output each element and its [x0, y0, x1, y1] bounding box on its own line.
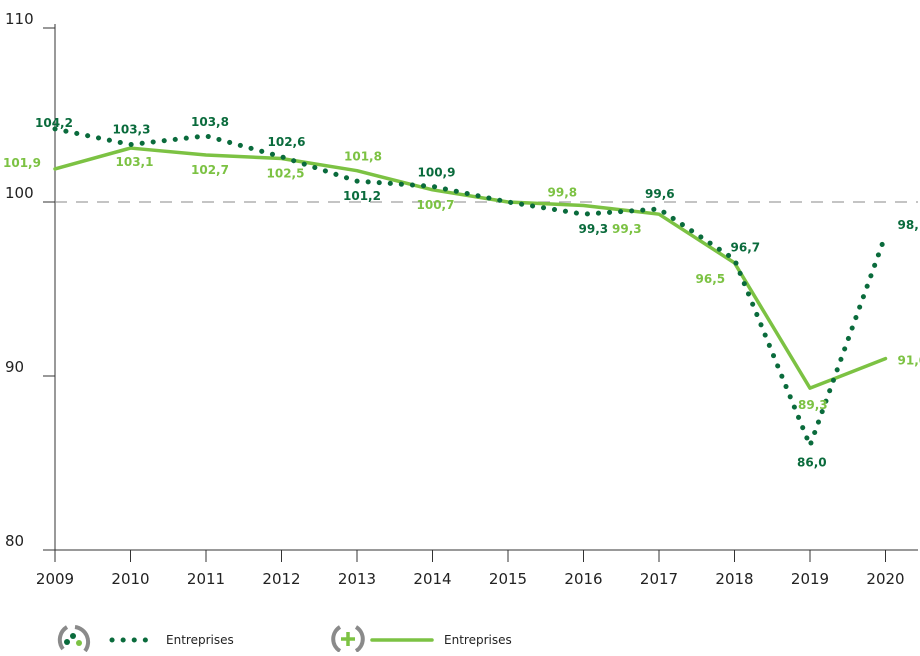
- data-label: 98,1: [898, 218, 920, 232]
- icon-arc-left: [60, 627, 67, 649]
- data-label: 99,3: [579, 222, 609, 236]
- data-label: 102,6: [268, 135, 306, 149]
- series-line-dotted: [55, 129, 886, 446]
- legend-item-solid: Entreprises: [333, 627, 512, 651]
- x-tick-label: 2013: [338, 570, 376, 588]
- data-label: 103,3: [113, 123, 151, 137]
- x-tick-label: 2011: [187, 570, 225, 588]
- x-tick-label: 2014: [413, 570, 451, 588]
- x-tick-label: 2020: [866, 570, 904, 588]
- data-label: 96,5: [696, 272, 726, 286]
- data-label: 101,2: [343, 189, 381, 203]
- x-tick-label: 2012: [262, 570, 300, 588]
- data-label: 101,8: [344, 150, 382, 164]
- data-label: 86,0: [797, 456, 827, 470]
- data-label: 89,3: [798, 398, 828, 412]
- legend-label: Entreprises: [166, 633, 234, 647]
- data-label: 100,7: [417, 198, 455, 212]
- y-tick-label: 100: [5, 184, 34, 202]
- data-label: 100,9: [418, 165, 456, 179]
- x-tick-label: 2016: [564, 570, 602, 588]
- data-label: 104,2: [35, 116, 73, 130]
- data-label: 99,3: [612, 222, 642, 236]
- icon-arc-right: [356, 627, 363, 651]
- y-tick-label: 110: [5, 10, 34, 28]
- icon-dot: [64, 639, 70, 645]
- icon-arc-right: [75, 627, 88, 651]
- data-label: 102,7: [191, 163, 229, 177]
- legend: Entreprises Entreprises: [60, 627, 512, 651]
- x-tick-label: 2018: [715, 570, 753, 588]
- data-label: 103,8: [191, 115, 229, 129]
- microbe-circle-icon: [60, 627, 88, 651]
- plus-circle-icon: [333, 627, 363, 651]
- data-label: 99,6: [645, 187, 675, 201]
- data-labels-group: 104,2 103,3 103,8 102,6 101,2 100,9 99,3 99,6 96…: [3, 115, 920, 470]
- icon-dot: [70, 633, 76, 639]
- data-label: 99,8: [548, 185, 578, 199]
- y-tick-label: 90: [5, 358, 24, 376]
- x-tick-label: 2010: [111, 570, 149, 588]
- x-tick-label: 2017: [640, 570, 678, 588]
- y-tick-label: 80: [5, 532, 24, 550]
- axes: 80 90 100 110 2009 2010 2011 2012 2013 2014 2015 20…: [5, 10, 918, 588]
- x-tick-label: 2015: [489, 570, 527, 588]
- series-line-solid: [55, 148, 886, 388]
- data-label: 96,7: [731, 240, 761, 254]
- data-label: 101,9: [3, 156, 41, 170]
- icon-dot: [76, 640, 82, 646]
- icon-arc-left: [333, 627, 340, 651]
- data-label: 102,5: [267, 167, 305, 181]
- data-label: 91,0: [898, 354, 920, 368]
- series-group: [55, 129, 886, 446]
- x-tick-label: 2009: [36, 570, 74, 588]
- x-tick-label: 2019: [791, 570, 829, 588]
- data-label: 103,1: [116, 155, 154, 169]
- legend-item-dotted: Entreprises: [60, 627, 234, 651]
- legend-label: Entreprises: [444, 633, 512, 647]
